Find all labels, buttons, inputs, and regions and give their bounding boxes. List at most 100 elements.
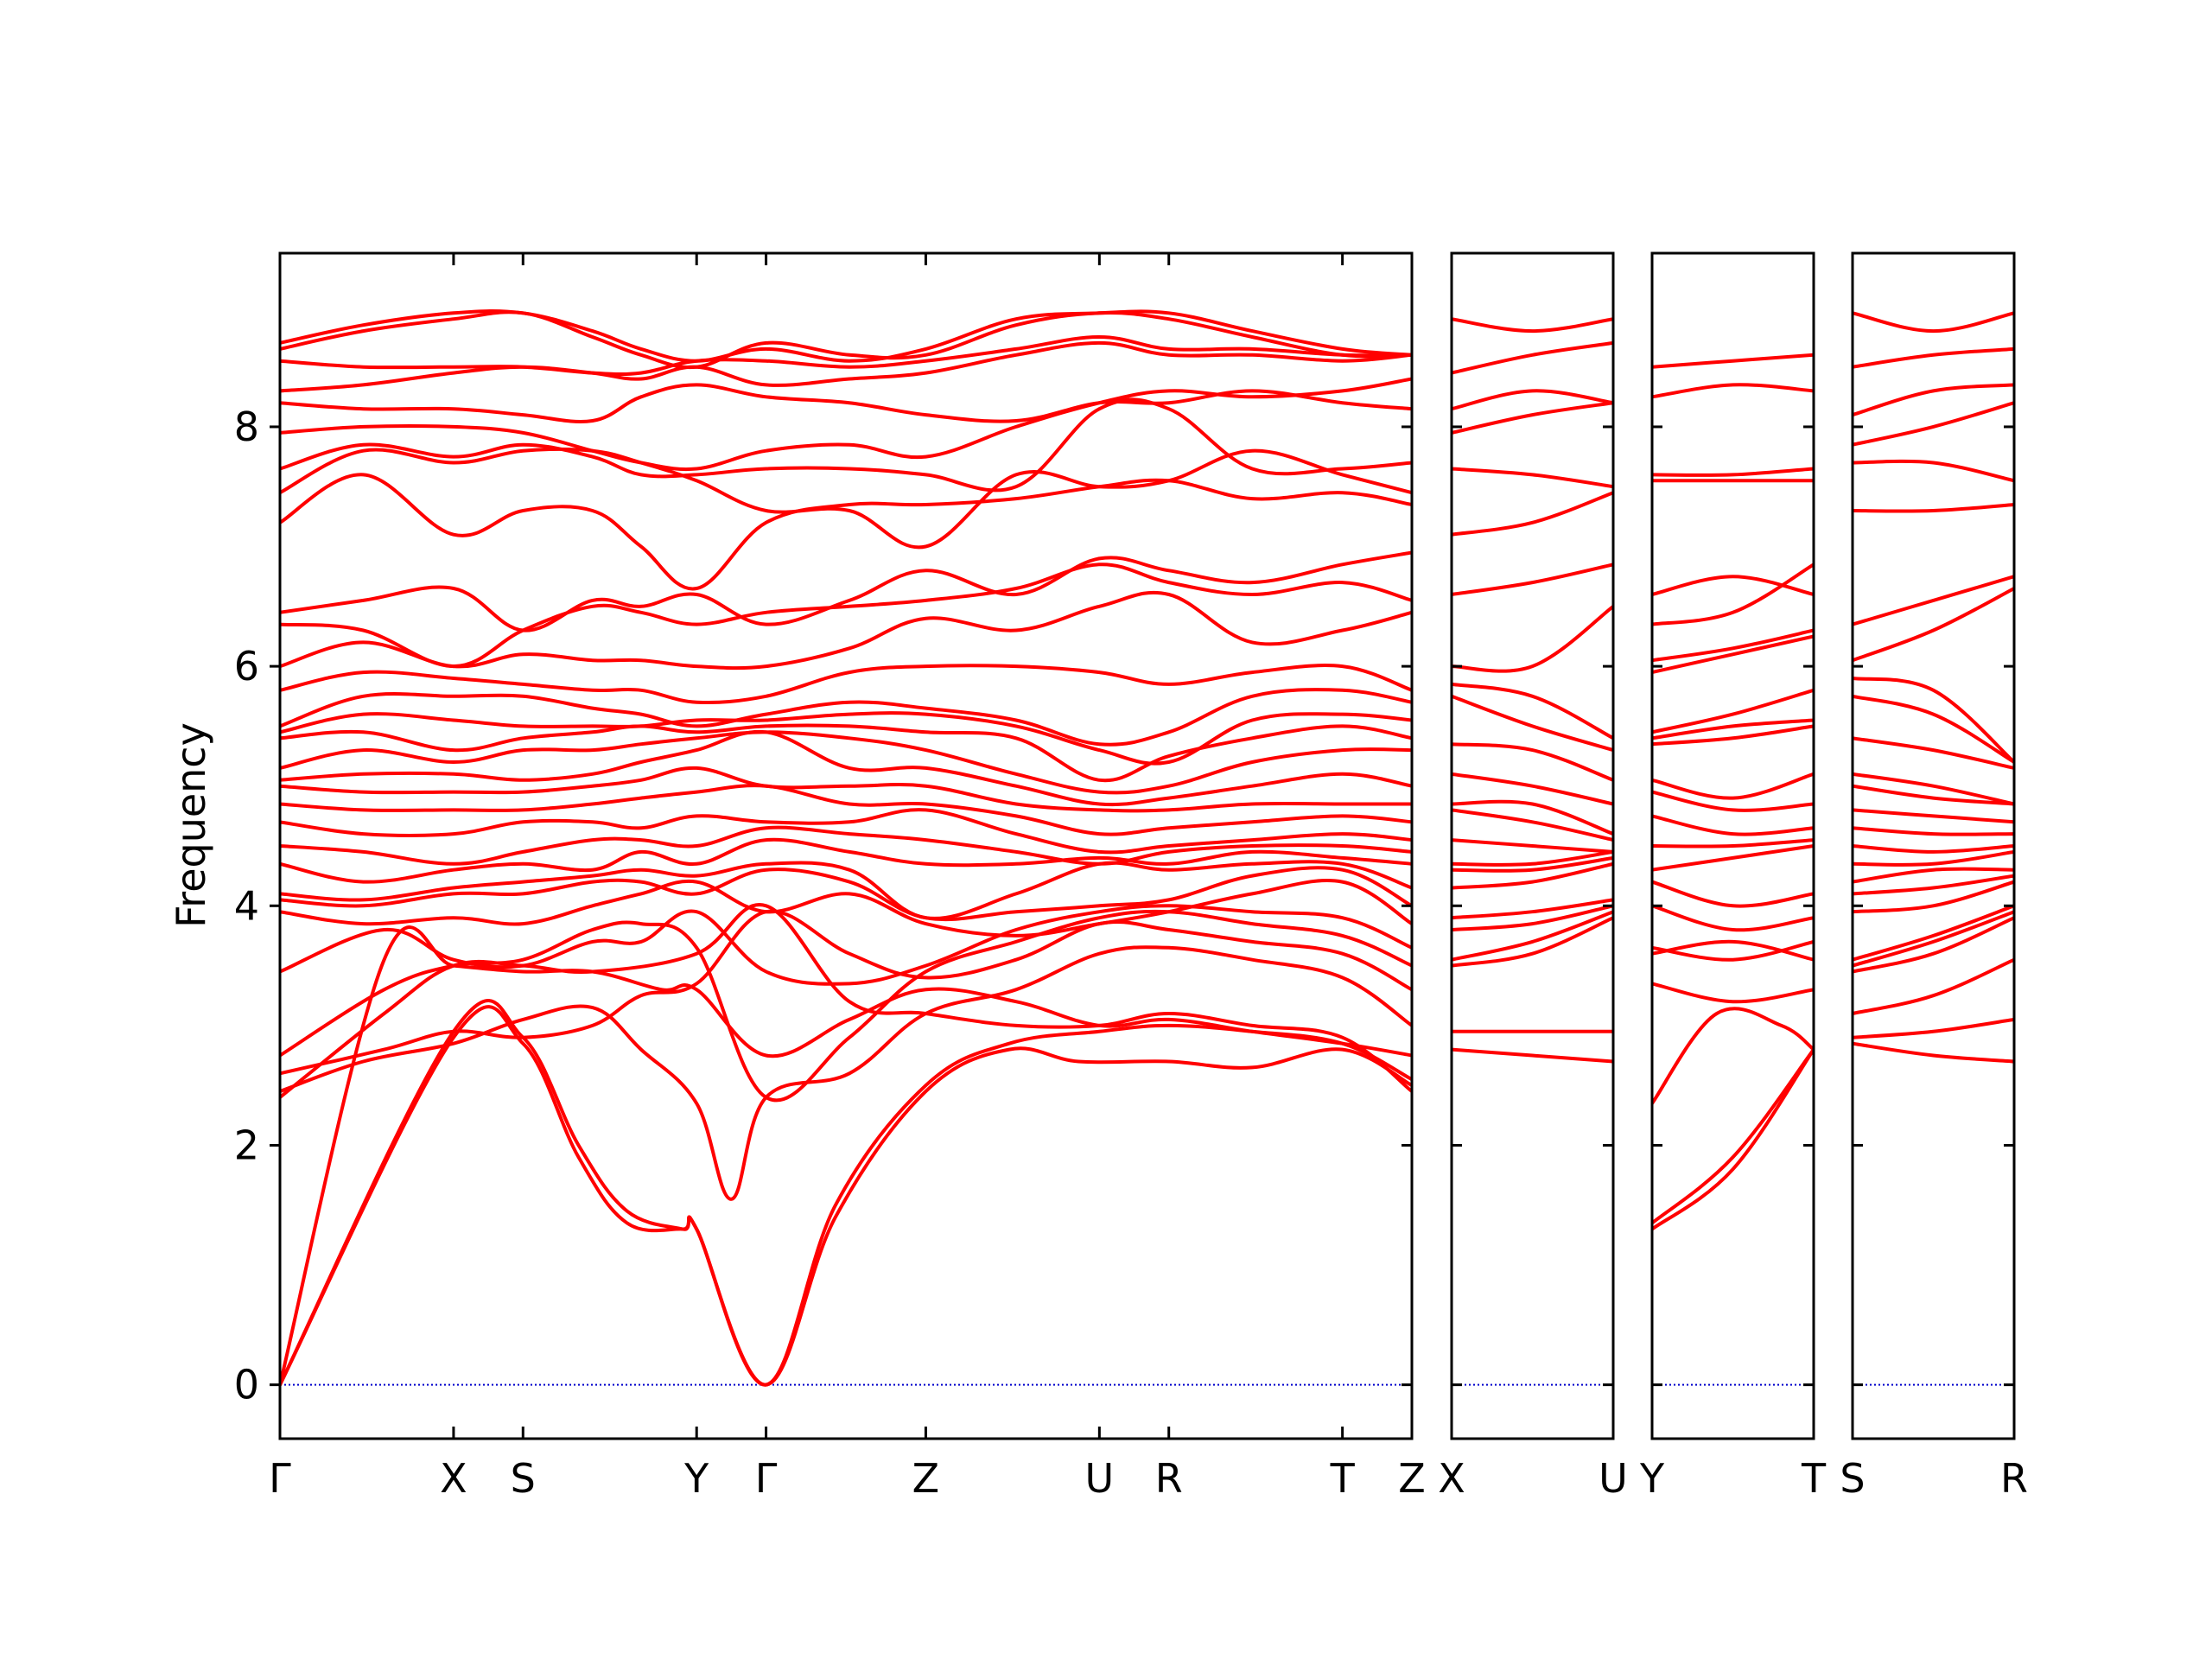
band-line <box>280 1005 1412 1387</box>
x-tick-label: X <box>1438 1455 1465 1502</box>
band-line <box>1652 467 1814 477</box>
band-line <box>1853 849 2014 867</box>
y-tick-label: 8 <box>234 404 259 450</box>
band-line <box>1652 718 1814 741</box>
band-line <box>1853 1017 2014 1039</box>
band-line <box>1652 688 1814 734</box>
x-tick-label: X <box>440 1455 467 1502</box>
band-line <box>1452 340 1613 375</box>
y-tick-label: 4 <box>234 882 259 929</box>
band-line <box>280 729 1412 807</box>
x-tick-label: T <box>1330 1455 1356 1502</box>
panel-frame <box>1851 251 2016 1440</box>
band-line <box>1853 311 2014 334</box>
band-line <box>1452 694 1613 753</box>
x-tick-label: S <box>511 1455 536 1502</box>
band-line <box>280 825 1412 866</box>
x-tick-label: Γ <box>755 1455 778 1502</box>
band-line <box>1452 855 1613 873</box>
band-line <box>1452 467 1613 489</box>
band-line <box>280 688 1412 747</box>
band-line <box>1652 939 1814 962</box>
band-line <box>1452 682 1613 741</box>
band-line <box>1853 957 2014 1015</box>
band-line <box>1452 317 1613 334</box>
band-line <box>1652 724 1814 747</box>
band-line <box>280 664 1412 705</box>
band-line <box>1652 939 1814 962</box>
band-line <box>1452 904 1613 931</box>
band-line <box>1853 1041 2014 1064</box>
x-tick-label: S <box>1840 1455 1865 1502</box>
band-line <box>1652 1047 1814 1231</box>
band-line <box>280 310 1412 370</box>
band-line <box>280 925 1412 1387</box>
band-line <box>1452 861 1613 890</box>
band-line <box>280 860 1412 920</box>
band-line <box>280 866 1412 922</box>
x-tick-label: T <box>1801 1455 1827 1502</box>
band-line <box>1452 838 1613 854</box>
band-line <box>1652 1007 1814 1105</box>
band-line <box>280 590 1412 671</box>
band-line <box>1652 880 1814 908</box>
y-tick-label: 6 <box>234 643 259 690</box>
band-line <box>280 730 1412 795</box>
band-line <box>1853 346 2014 369</box>
band-series-group <box>1652 353 1814 1231</box>
y-axis-label: Frequency <box>168 722 214 928</box>
band-line <box>280 447 1412 550</box>
band-line <box>1652 628 1814 663</box>
x-tick-label: Y <box>683 1455 709 1502</box>
band-line <box>1853 784 2014 806</box>
x-tick-label: U <box>1085 1455 1115 1502</box>
band-line <box>1452 604 1613 673</box>
x-tick-label: Z <box>1398 1455 1426 1502</box>
band-line <box>1853 459 2014 483</box>
band-line <box>280 909 1412 1103</box>
band-line <box>280 397 1412 493</box>
y-tick-label: 0 <box>234 1362 259 1408</box>
band-line <box>1652 904 1814 932</box>
band-line <box>1652 838 1814 849</box>
band-line <box>280 383 1412 423</box>
band-line <box>1652 353 1814 369</box>
x-tick-label: Y <box>1639 1455 1665 1502</box>
band-line <box>1853 383 2014 417</box>
band-series-group <box>280 308 1412 1387</box>
band-line <box>280 837 1412 884</box>
x-tick-label: R <box>2000 1455 2028 1502</box>
panel-frame <box>1450 251 1615 1440</box>
band-series-group <box>1452 317 1613 1064</box>
band-line <box>1652 383 1814 399</box>
band-line <box>280 909 1412 1076</box>
band-line <box>1853 880 2014 914</box>
band-line <box>1452 563 1613 596</box>
band-line <box>1452 491 1613 537</box>
band-line <box>1853 503 2014 513</box>
band-line <box>280 723 1412 783</box>
band-line <box>1652 844 1814 872</box>
band-line <box>1853 694 2014 764</box>
x-tick-label: Γ <box>269 1455 291 1502</box>
band-line <box>1853 826 2014 836</box>
band-line <box>1853 904 2014 962</box>
band-line <box>1452 910 1613 962</box>
band-line <box>1652 575 1814 596</box>
band-line <box>1853 808 2014 824</box>
band-line <box>280 904 1412 986</box>
band-line <box>1853 844 2014 854</box>
band-line <box>1452 799 1613 836</box>
band-line <box>1652 634 1814 675</box>
band-line <box>1452 1047 1613 1064</box>
band-line <box>1452 849 1613 867</box>
band-series-group <box>1853 311 2014 1064</box>
band-line <box>280 473 1412 591</box>
band-line <box>280 784 1412 836</box>
band-line <box>1853 587 2014 663</box>
